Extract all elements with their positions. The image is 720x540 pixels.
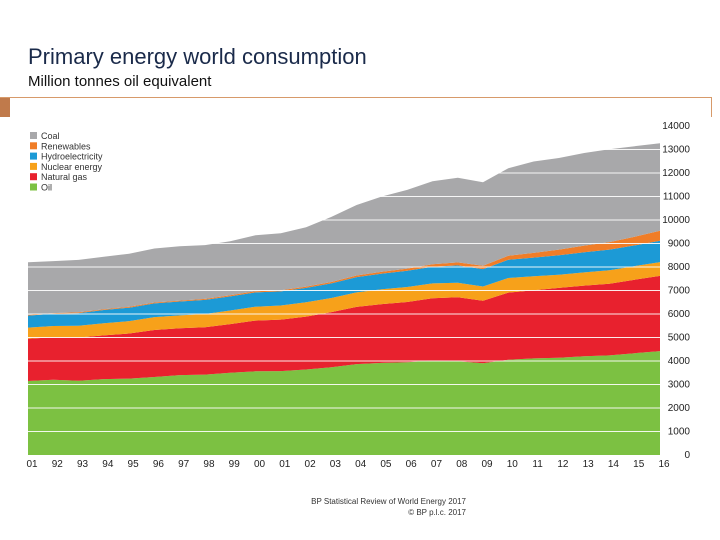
x-tick-label: 96 <box>153 459 165 470</box>
legend-label: Hydroelectricity <box>41 152 103 162</box>
y-tick-label: 9000 <box>668 239 691 250</box>
y-tick-label: 12000 <box>662 168 690 179</box>
source-line-2: © BP p.l.c. 2017 <box>408 508 466 517</box>
legend-label: Renewables <box>41 141 91 151</box>
y-tick-label: 11000 <box>663 192 691 203</box>
decorative-corner-block <box>0 97 10 117</box>
x-tick-label: 07 <box>431 459 443 470</box>
legend-swatch <box>30 162 37 170</box>
y-tick-label: 6000 <box>668 309 691 320</box>
x-tick-label: 15 <box>633 459 645 470</box>
legend-swatch <box>30 142 37 150</box>
x-tick-label: 11 <box>532 459 543 470</box>
x-tick-label: 95 <box>128 459 140 470</box>
x-tick-label: 02 <box>305 459 317 470</box>
x-tick-label: 03 <box>330 459 342 470</box>
legend-label: Natural gas <box>41 172 88 182</box>
y-tick-label: 0 <box>684 450 690 461</box>
legend-swatch <box>30 183 37 191</box>
y-tick-label: 8000 <box>668 262 691 273</box>
legend-label: Nuclear energy <box>41 162 103 172</box>
x-tick-label: 06 <box>406 459 418 470</box>
legend-label: Coal <box>41 131 60 141</box>
area-nuclear-energy <box>28 262 660 339</box>
slide-subtitle: Million tonnes oil equivalent <box>28 73 212 90</box>
legend-label: Oil <box>41 183 52 193</box>
x-tick-label: 98 <box>203 459 215 470</box>
x-tick-label: 01 <box>26 459 38 470</box>
y-tick-label: 2000 <box>668 403 691 414</box>
x-tick-label: 13 <box>583 459 595 470</box>
y-tick-label: 10000 <box>662 215 690 226</box>
x-tick-label: 94 <box>102 459 114 470</box>
legend-swatch <box>30 132 37 139</box>
y-tick-label: 4000 <box>668 356 691 367</box>
x-tick-label: 14 <box>608 459 620 470</box>
slide-title: Primary energy world consumption <box>28 44 367 69</box>
source-note: BP Statistical Review of World Energy 20… <box>240 496 466 518</box>
area-hydroelectricity <box>28 240 660 328</box>
y-tick-label: 3000 <box>668 380 691 391</box>
area-coal <box>28 143 660 315</box>
legend-swatch <box>30 152 37 160</box>
area-oil <box>28 351 660 455</box>
source-line-1: BP Statistical Review of World Energy 20… <box>311 497 466 506</box>
header-divider-line <box>0 97 711 98</box>
x-tick-label: 10 <box>507 459 519 470</box>
x-tick-label: 01 <box>279 459 291 470</box>
x-tick-label: 99 <box>229 459 241 470</box>
y-tick-label: 1000 <box>668 427 691 438</box>
y-tick-label: 13000 <box>662 145 690 156</box>
x-tick-label: 92 <box>52 459 64 470</box>
stacked-area-chart: 0100020003000400050006000700080009000100… <box>26 121 691 470</box>
x-tick-label: 97 <box>178 459 190 470</box>
x-tick-label: 08 <box>456 459 468 470</box>
legend-swatch <box>30 173 37 181</box>
y-tick-label: 14000 <box>662 121 690 132</box>
header-divider-tick <box>711 97 712 117</box>
x-tick-label: 16 <box>658 459 670 470</box>
x-tick-label: 93 <box>77 459 89 470</box>
x-tick-label: 00 <box>254 459 266 470</box>
x-tick-label: 12 <box>557 459 569 470</box>
x-tick-label: 05 <box>380 459 392 470</box>
area-natural-gas <box>28 275 660 381</box>
y-tick-label: 5000 <box>668 333 691 344</box>
x-tick-label: 04 <box>355 459 367 470</box>
x-tick-label: 09 <box>481 459 493 470</box>
y-tick-label: 7000 <box>668 286 691 297</box>
